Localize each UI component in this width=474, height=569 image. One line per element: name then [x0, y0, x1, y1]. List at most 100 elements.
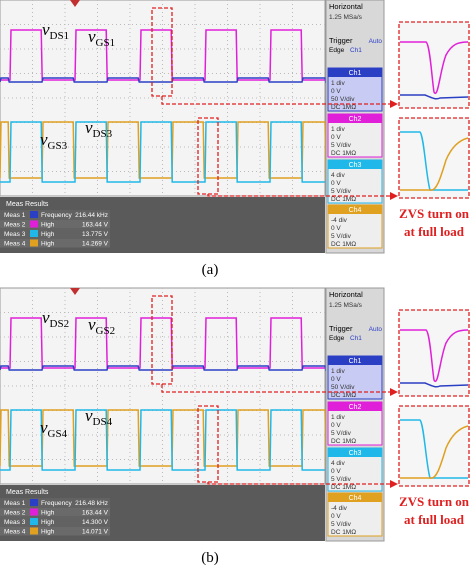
arrow-line	[207, 482, 392, 485]
channel-setting: 5 V/div	[331, 188, 352, 195]
annotation: at full load	[404, 512, 465, 527]
signal-label: vGS3	[40, 130, 68, 152]
mode-label: Auto	[369, 38, 383, 45]
channel-name: Ch3	[349, 450, 362, 457]
signal-label: vGS4	[40, 418, 68, 440]
meas-type: High	[41, 231, 55, 238]
meas-name: Meas 1	[4, 212, 26, 219]
channel-header	[328, 448, 382, 457]
channel-name: Ch1	[349, 358, 362, 365]
channel-setting: 1 div	[331, 80, 345, 87]
meas-type: High	[41, 510, 55, 517]
signal-subscript: DS4	[93, 416, 113, 428]
meas-swatch	[30, 499, 38, 506]
signal-subscript: GS2	[96, 325, 116, 337]
meas-title: Meas Results	[6, 201, 49, 208]
sample-rate: 1.25 MSa/s	[329, 14, 363, 21]
channel-header	[328, 68, 382, 77]
channel-setting: 0 V	[331, 225, 341, 232]
signal-subscript: DS2	[50, 318, 70, 330]
mode-label: Auto	[369, 326, 383, 333]
channel-setting: DC 1MΩ	[331, 196, 356, 203]
channel-setting: DC 1MΩ	[331, 529, 356, 536]
signal-symbol: v	[42, 20, 50, 39]
meas-row	[0, 219, 110, 229]
meas-row	[0, 238, 110, 248]
meas-name: Meas 1	[4, 500, 26, 507]
meas-swatch	[30, 518, 38, 525]
inset	[398, 117, 470, 199]
meas-name: Meas 3	[4, 231, 26, 238]
signal-label: vGS2	[88, 315, 115, 337]
signal-label: vDS3	[85, 118, 113, 140]
trigger-label: Trigger	[329, 324, 353, 333]
inset-waveform	[400, 137, 469, 191]
meas-value: 14.071 V	[82, 529, 109, 536]
arrow-line	[161, 96, 392, 105]
edge-label: Edge	[329, 47, 345, 54]
meas-value: 163.44 V	[82, 510, 109, 517]
signal-symbol: v	[40, 130, 48, 149]
meas-type: High	[41, 519, 55, 526]
signal-symbol: v	[85, 406, 93, 425]
meas-type: High	[41, 529, 55, 536]
meas-type: Frequency	[41, 500, 72, 507]
edge-source: Ch1	[350, 47, 362, 54]
channel-name: Ch3	[349, 162, 362, 169]
meas-swatch	[30, 230, 38, 237]
meas-swatch	[30, 508, 38, 516]
channel-setting: 1 div	[331, 368, 345, 375]
inset	[398, 405, 470, 487]
inset-waveform	[400, 41, 469, 95]
meas-swatch	[30, 527, 38, 535]
channel-setting: 50 V/div	[331, 96, 355, 103]
arrow-head	[390, 480, 398, 488]
channel-setting: 0 V	[331, 88, 341, 95]
channel-setting: 1 div	[331, 414, 345, 421]
meas-type: High	[41, 241, 55, 248]
signal-subscript: GS4	[48, 428, 68, 440]
channel-setting: 4 div	[331, 172, 345, 179]
channel-setting: 50 V/div	[331, 384, 355, 391]
caption: (b)	[201, 550, 219, 566]
channel-name: Ch1	[349, 70, 362, 77]
channel-setting: 5 V/div	[331, 233, 352, 240]
channel-setting: DC 1MΩ	[331, 241, 356, 248]
meas-row	[0, 507, 110, 517]
channel-setting: 1 div	[331, 126, 345, 133]
trigger-marker	[70, 288, 80, 295]
meas-row	[0, 526, 110, 536]
meas-name: Meas 4	[4, 529, 26, 536]
signal-symbol: v	[42, 308, 50, 327]
inset-waveform	[400, 329, 469, 383]
inset-waveform	[400, 425, 469, 479]
edge-source: Ch1	[350, 335, 362, 342]
channel-setting: 5 V/div	[331, 430, 352, 437]
signal-symbol: v	[85, 118, 93, 137]
inset-waveform	[400, 382, 469, 388]
meas-value: 14.269 V	[82, 241, 109, 248]
waveform	[0, 29, 325, 81]
channel-header	[328, 356, 382, 365]
meas-row	[0, 498, 110, 507]
caption: (a)	[202, 262, 219, 278]
waveform	[0, 317, 325, 369]
channel-setting: 0 V	[331, 422, 341, 429]
channel-setting: DC 1MΩ	[331, 392, 356, 399]
horizontal-label: Horizontal	[329, 2, 363, 11]
meas-name: Meas 4	[4, 241, 26, 248]
channel-header	[328, 402, 382, 411]
signal-subscript: GS1	[96, 37, 116, 49]
channel-header	[328, 205, 382, 214]
arrow-line	[161, 384, 392, 393]
meas-row	[0, 517, 110, 526]
channel-setting: DC 1MΩ	[331, 150, 356, 157]
waveform	[0, 409, 325, 471]
annotation: at full load	[404, 224, 465, 239]
channel-setting: 4 div	[331, 460, 345, 467]
channel-setting: 0 V	[331, 134, 341, 141]
channel-setting: 0 V	[331, 376, 341, 383]
inset	[398, 309, 470, 397]
